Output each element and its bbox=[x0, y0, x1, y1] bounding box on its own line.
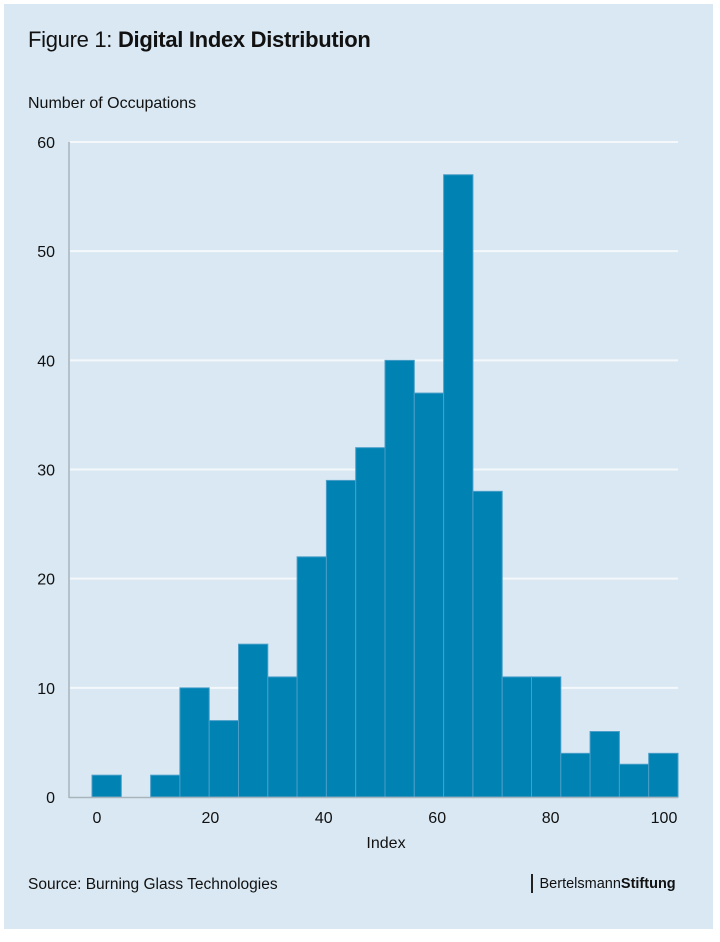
bar-15-20 bbox=[179, 687, 210, 798]
logo-divider bbox=[531, 874, 533, 893]
y-tick-label-10: 10 bbox=[37, 681, 55, 698]
x-tick-labels: 0 20 40 60 80 100 bbox=[93, 810, 678, 827]
bar-85-90 bbox=[589, 731, 620, 798]
y-axis-label: Number of Occupations bbox=[28, 95, 197, 112]
bar-10-15 bbox=[150, 774, 181, 798]
bar-90-95 bbox=[618, 763, 650, 798]
logo-text-light: Bertelsmann bbox=[539, 875, 621, 892]
y-tick-label-40: 40 bbox=[37, 353, 55, 370]
x-tick-label-60: 60 bbox=[428, 810, 446, 827]
bertelsmann-logo: Bertelsmann Stiftung bbox=[531, 874, 676, 893]
figure-title-main: Digital Index Distribution bbox=[117, 27, 371, 52]
bar-45-50 bbox=[355, 447, 386, 798]
bar-75-80 bbox=[531, 676, 562, 798]
figure-title: Figure 1: Digital Index Distribution bbox=[28, 27, 371, 53]
bar-35-40 bbox=[296, 556, 327, 798]
figure-title-prefix: Figure 1: bbox=[28, 27, 118, 52]
y-tick-label-30: 30 bbox=[37, 463, 55, 480]
x-tick-label-40: 40 bbox=[315, 810, 333, 827]
bar-80-85 bbox=[560, 752, 591, 798]
logo-text-bold: Stiftung bbox=[620, 875, 676, 892]
bars bbox=[91, 174, 679, 798]
y-tick-label-50: 50 bbox=[37, 244, 55, 261]
bar-50-55 bbox=[384, 359, 415, 798]
bar-25-30 bbox=[238, 643, 269, 798]
source-note: Source: Burning Glass Technologies bbox=[28, 876, 278, 893]
axes bbox=[68, 142, 678, 799]
y-tick-label-60: 60 bbox=[37, 135, 55, 152]
bar-55-60 bbox=[413, 392, 445, 798]
y-tick-labels: 0 10 20 30 40 50 60 bbox=[37, 135, 55, 807]
bar-70-75 bbox=[501, 676, 533, 798]
y-tick-label-20: 20 bbox=[37, 572, 55, 589]
bar-95-100 bbox=[648, 752, 679, 798]
bar-20-25 bbox=[208, 720, 239, 798]
x-tick-label-20: 20 bbox=[202, 810, 220, 827]
bar-40-45 bbox=[325, 479, 357, 798]
bar-0-5 bbox=[91, 774, 122, 798]
x-tick-label-80: 80 bbox=[542, 810, 560, 827]
x-axis-label: Index bbox=[366, 835, 405, 852]
y-tick-label-0: 0 bbox=[46, 790, 55, 807]
bar-30-35 bbox=[267, 676, 298, 798]
bar-65-70 bbox=[472, 490, 503, 798]
x-tick-label-0: 0 bbox=[93, 810, 102, 827]
bar-60-65 bbox=[443, 174, 474, 798]
x-tick-label-100: 100 bbox=[651, 810, 678, 827]
